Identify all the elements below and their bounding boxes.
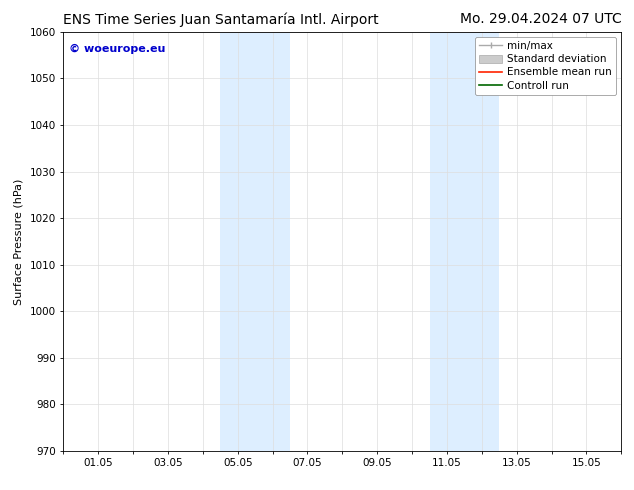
Text: © woeurope.eu: © woeurope.eu (69, 45, 165, 54)
Y-axis label: Surface Pressure (hPa): Surface Pressure (hPa) (14, 178, 24, 304)
Bar (429, 32, 500, 451)
Text: Mo. 29.04.2024 07 UTC: Mo. 29.04.2024 07 UTC (460, 12, 621, 26)
Legend: min/max, Standard deviation, Ensemble mean run, Controll run: min/max, Standard deviation, Ensemble me… (475, 37, 616, 95)
Text: ENS Time Series Juan Santamaría Intl. Airport: ENS Time Series Juan Santamaría Intl. Ai… (63, 12, 379, 27)
Bar (221, 32, 290, 451)
